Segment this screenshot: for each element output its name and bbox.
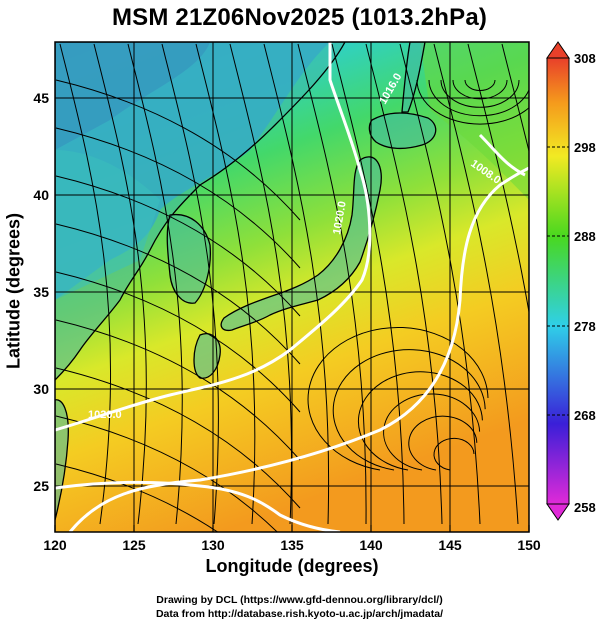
colorbar-bottom-arrow xyxy=(546,503,570,521)
streamline xyxy=(55,367,301,509)
isobar-label-2: 1020.0 xyxy=(331,200,349,235)
colorbar: 258 268 278 288 298 308 xyxy=(546,41,596,521)
map-field: 1020.0 1020.0 1016.0 1008.0 xyxy=(55,42,529,532)
streamline xyxy=(467,43,529,315)
y-axis-title: Latitude (degrees) xyxy=(3,212,24,370)
streamline xyxy=(263,43,330,525)
credit-drawing: Drawing by DCL (https://www.gfd-dennou.o… xyxy=(156,594,443,606)
colorbar-tick-label: 258 xyxy=(574,500,596,515)
isobar-1008 xyxy=(478,133,526,177)
asian-continent xyxy=(55,42,346,381)
streamline xyxy=(127,43,183,525)
y-tick-label: 35 xyxy=(33,284,49,300)
streamline xyxy=(428,79,529,117)
y-axis: 25 30 35 40 45 xyxy=(33,90,49,494)
streamline xyxy=(452,79,508,100)
x-axis: 120 125 130 135 140 145 150 xyxy=(43,525,541,553)
streamline xyxy=(55,415,278,532)
streamline xyxy=(307,326,489,471)
x-tick-label: 140 xyxy=(359,537,383,553)
colorbar-top-arrow xyxy=(546,41,570,59)
streamline xyxy=(55,271,301,413)
streamline xyxy=(195,43,256,525)
isobars xyxy=(55,42,529,532)
streamline xyxy=(332,349,486,471)
streamline xyxy=(331,43,405,525)
streamline xyxy=(55,175,301,317)
y-tick-label: 45 xyxy=(33,90,49,106)
x-tick-label: 150 xyxy=(517,537,541,553)
streamline xyxy=(229,43,293,525)
streamline xyxy=(55,223,301,365)
streamline xyxy=(501,43,529,154)
isobar-1020-a xyxy=(55,42,372,432)
colorbar-tick-label: 298 xyxy=(574,140,596,155)
colorbar-tick-label: 278 xyxy=(574,319,596,334)
streamline xyxy=(408,415,478,471)
x-axis-title: Longitude (degrees) xyxy=(205,556,379,576)
graticule xyxy=(55,42,529,532)
map-title: MSM 21Z06Nov2025 (1013.2hPa) xyxy=(111,4,488,31)
streamline xyxy=(383,393,481,471)
y-tick-label: 40 xyxy=(33,187,49,203)
isobar-label-1: 1020.0 xyxy=(88,409,122,421)
x-tick-label: 145 xyxy=(438,537,462,553)
colorbar-scale xyxy=(546,57,570,505)
streamline xyxy=(55,127,301,269)
streamline xyxy=(365,43,443,525)
colorbar-tick-label: 268 xyxy=(574,408,596,423)
colorbar-tick-label: 288 xyxy=(574,229,596,244)
streamline xyxy=(416,79,529,125)
hokkaido xyxy=(368,112,437,150)
y-tick-label: 30 xyxy=(33,381,49,397)
streamline xyxy=(399,43,481,525)
sakhalin xyxy=(401,42,426,113)
streamline xyxy=(440,79,520,108)
colorbar-tick-label: 308 xyxy=(574,51,596,66)
x-tick-label: 125 xyxy=(122,537,146,553)
isobar-1020-b xyxy=(55,480,341,532)
streamline xyxy=(161,43,219,525)
streamline xyxy=(357,371,483,471)
x-tick-label: 120 xyxy=(43,537,67,553)
streamline xyxy=(433,437,475,471)
credit-data: Data from http://database.rish.kyoto-u.a… xyxy=(155,608,444,620)
streamline xyxy=(55,79,301,221)
honshu xyxy=(220,156,382,332)
streamline xyxy=(59,43,112,525)
streamline xyxy=(464,79,496,91)
land-outlines xyxy=(55,42,437,521)
x-tick-label: 135 xyxy=(280,537,304,553)
streamline xyxy=(55,463,219,532)
x-tick-label: 130 xyxy=(201,537,225,553)
y-tick-label: 25 xyxy=(33,478,49,494)
streamlines xyxy=(55,43,529,532)
streamline xyxy=(55,319,301,461)
